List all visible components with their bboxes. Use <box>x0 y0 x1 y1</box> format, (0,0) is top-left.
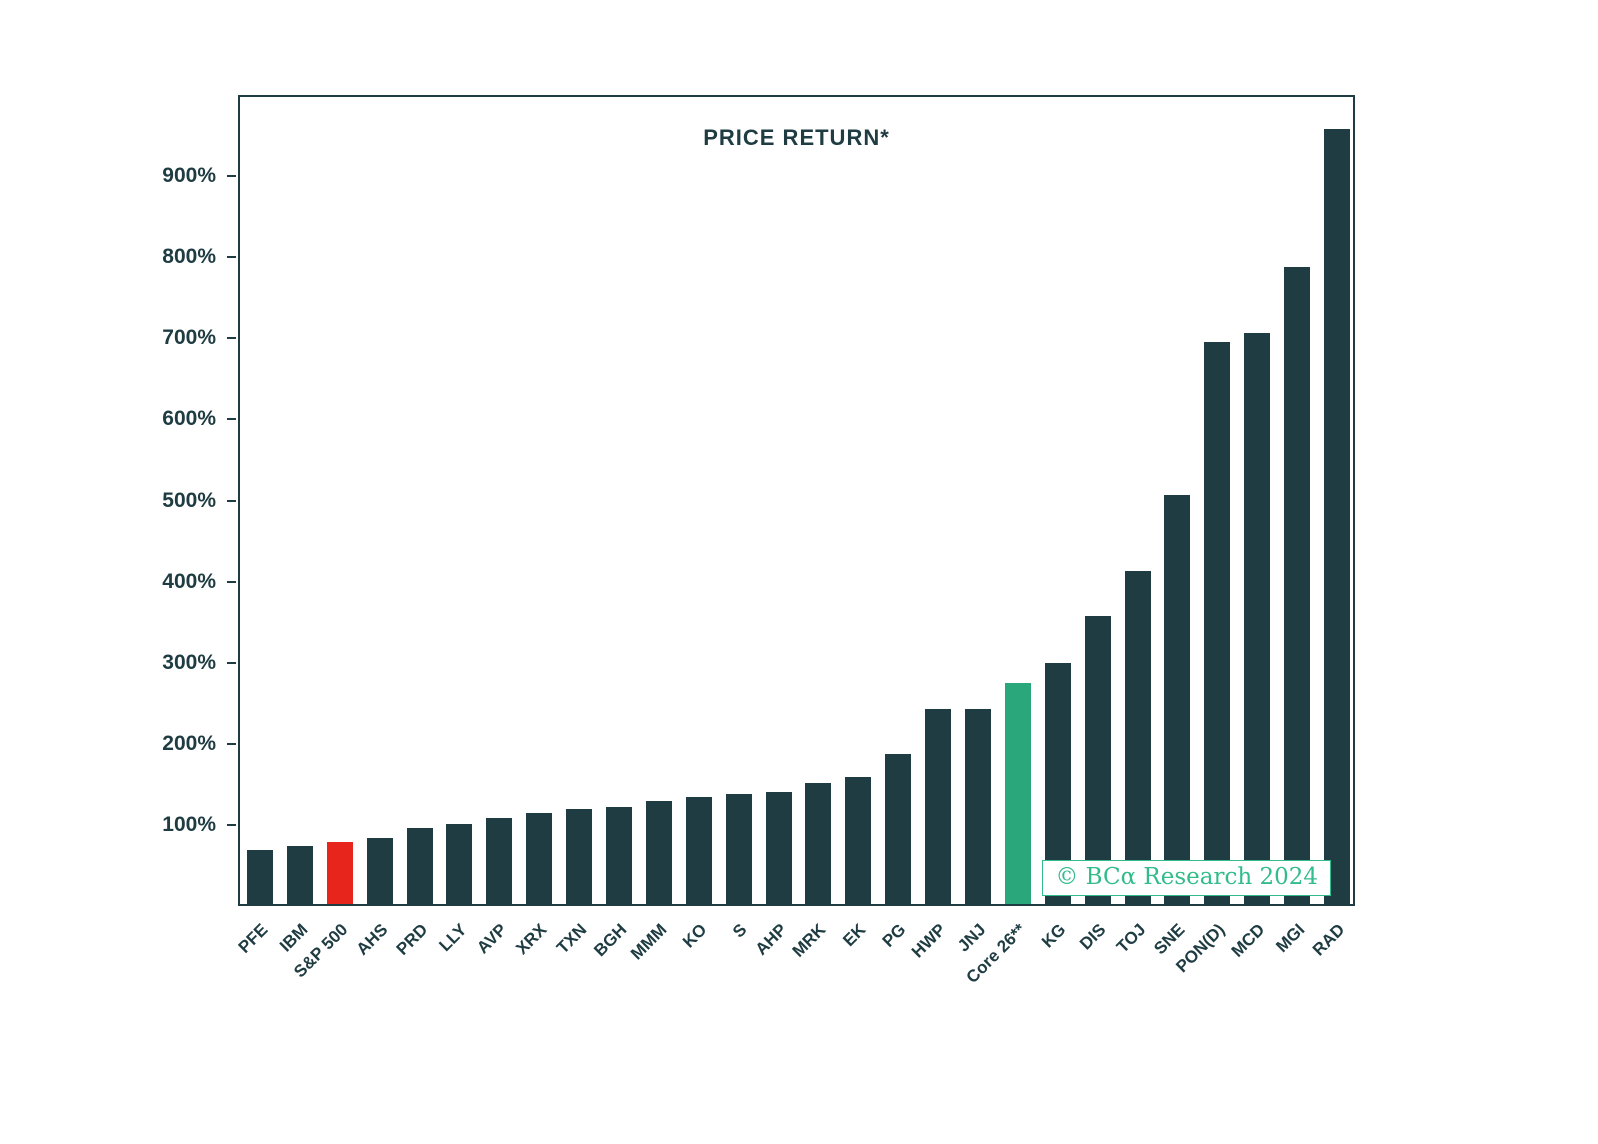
y-tick-label: 600% <box>162 407 216 431</box>
bar-ko <box>685 796 712 904</box>
bar-s <box>725 793 752 904</box>
bar-prd <box>406 827 433 904</box>
bar-hwp <box>925 709 952 904</box>
bar-mmm <box>645 801 672 904</box>
y-tick-mark <box>227 823 236 826</box>
bar-txn <box>566 809 593 904</box>
bar-mrk <box>805 783 832 904</box>
bar-bgh <box>605 806 632 904</box>
y-tick-label: 100% <box>162 812 216 836</box>
bar-s-p-500 <box>326 842 353 904</box>
bar-pg <box>885 753 912 904</box>
y-tick-mark <box>227 256 236 259</box>
bar-ek <box>845 776 872 904</box>
bar-mcd <box>1244 333 1271 904</box>
y-tick-mark <box>227 499 236 502</box>
plot-area: PRICE RETURN* © BCα Research 2024 <box>238 95 1355 906</box>
bar-mgi <box>1284 267 1311 904</box>
y-tick-label: 300% <box>162 650 216 674</box>
y-tick-mark <box>227 580 236 583</box>
y-tick-mark <box>227 661 236 664</box>
chart-title: PRICE RETURN* <box>703 125 890 150</box>
bar-pfe <box>246 849 273 904</box>
y-tick-mark <box>227 175 236 178</box>
bar-sne <box>1164 495 1191 904</box>
bar-jnj <box>965 708 992 904</box>
y-axis: 100% 200% 300% 400% 500% 600% 700% 800% 900% <box>0 95 238 906</box>
y-tick-label: 800% <box>162 245 216 269</box>
y-tick-mark <box>227 418 236 421</box>
y-tick-label: 900% <box>162 164 216 188</box>
watermark-badge: © BCα Research 2024 <box>1042 860 1331 896</box>
bar-avp <box>486 818 513 904</box>
bar-core-26 <box>1004 683 1031 904</box>
bar-ibm <box>286 845 313 904</box>
bar-ahp <box>765 792 792 904</box>
bar-dis <box>1084 616 1111 904</box>
y-tick-label: 200% <box>162 731 216 755</box>
bar-toj <box>1124 570 1151 904</box>
bar-pon-d <box>1204 341 1231 904</box>
y-tick-mark <box>227 337 236 340</box>
x-axis: PFE IBM S&P 500 AHS PRD LLY AVP XRX TXN BGH MMM KO S… <box>235 910 1355 1060</box>
y-tick-mark <box>227 742 236 745</box>
y-tick-label: 400% <box>162 569 216 593</box>
bar-xrx <box>526 813 553 904</box>
y-tick-label: 500% <box>162 488 216 512</box>
bar-rad <box>1324 128 1351 904</box>
bar-lly <box>446 823 473 904</box>
bar-ahs <box>366 837 393 904</box>
y-tick-label: 700% <box>162 326 216 350</box>
